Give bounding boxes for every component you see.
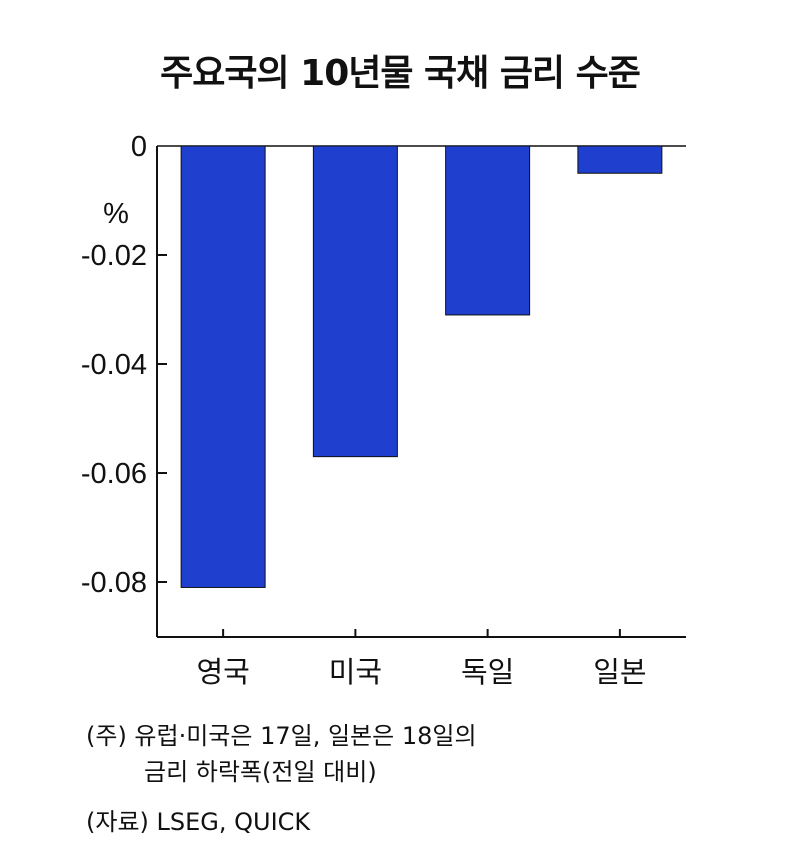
chart-title: 주요국의 10년물 국채 금리 수준 xyxy=(160,53,641,94)
y-tick-label-0: 0 xyxy=(131,131,147,163)
source-note: (자료) LSEG, QUICK xyxy=(86,808,311,836)
y-unit-label: % xyxy=(103,198,129,230)
bar-chart: 0 -0.02 -0.04 -0.06 -0.08 영국 미국 독일 일본 % xyxy=(81,131,686,689)
x-ticks-group: 영국 미국 독일 일본 xyxy=(196,629,647,689)
bar-0 xyxy=(180,145,266,588)
bars-group xyxy=(180,145,663,588)
bar-3 xyxy=(577,145,663,174)
footnote-line-2: 금리 하락폭(전일 대비) xyxy=(144,758,377,786)
x-tick-label-0: 영국 xyxy=(196,655,249,689)
x-tick-label-2: 독일 xyxy=(461,655,514,689)
footnote-line-1: (주) 유럽·미국은 17일, 일본은 18일의 xyxy=(86,722,477,750)
y-tick-label-4: -0.08 xyxy=(81,567,147,599)
bar-2 xyxy=(445,145,531,316)
x-tick-label-1: 미국 xyxy=(329,655,382,689)
y-ticks-group: 0 -0.02 -0.04 -0.06 -0.08 xyxy=(81,131,167,599)
y-tick-label-2: -0.04 xyxy=(81,349,147,381)
y-tick-label-1: -0.02 xyxy=(81,240,147,272)
bar-1 xyxy=(312,145,398,458)
y-tick-label-3: -0.06 xyxy=(81,458,147,490)
x-tick-label-3: 일본 xyxy=(593,655,646,689)
